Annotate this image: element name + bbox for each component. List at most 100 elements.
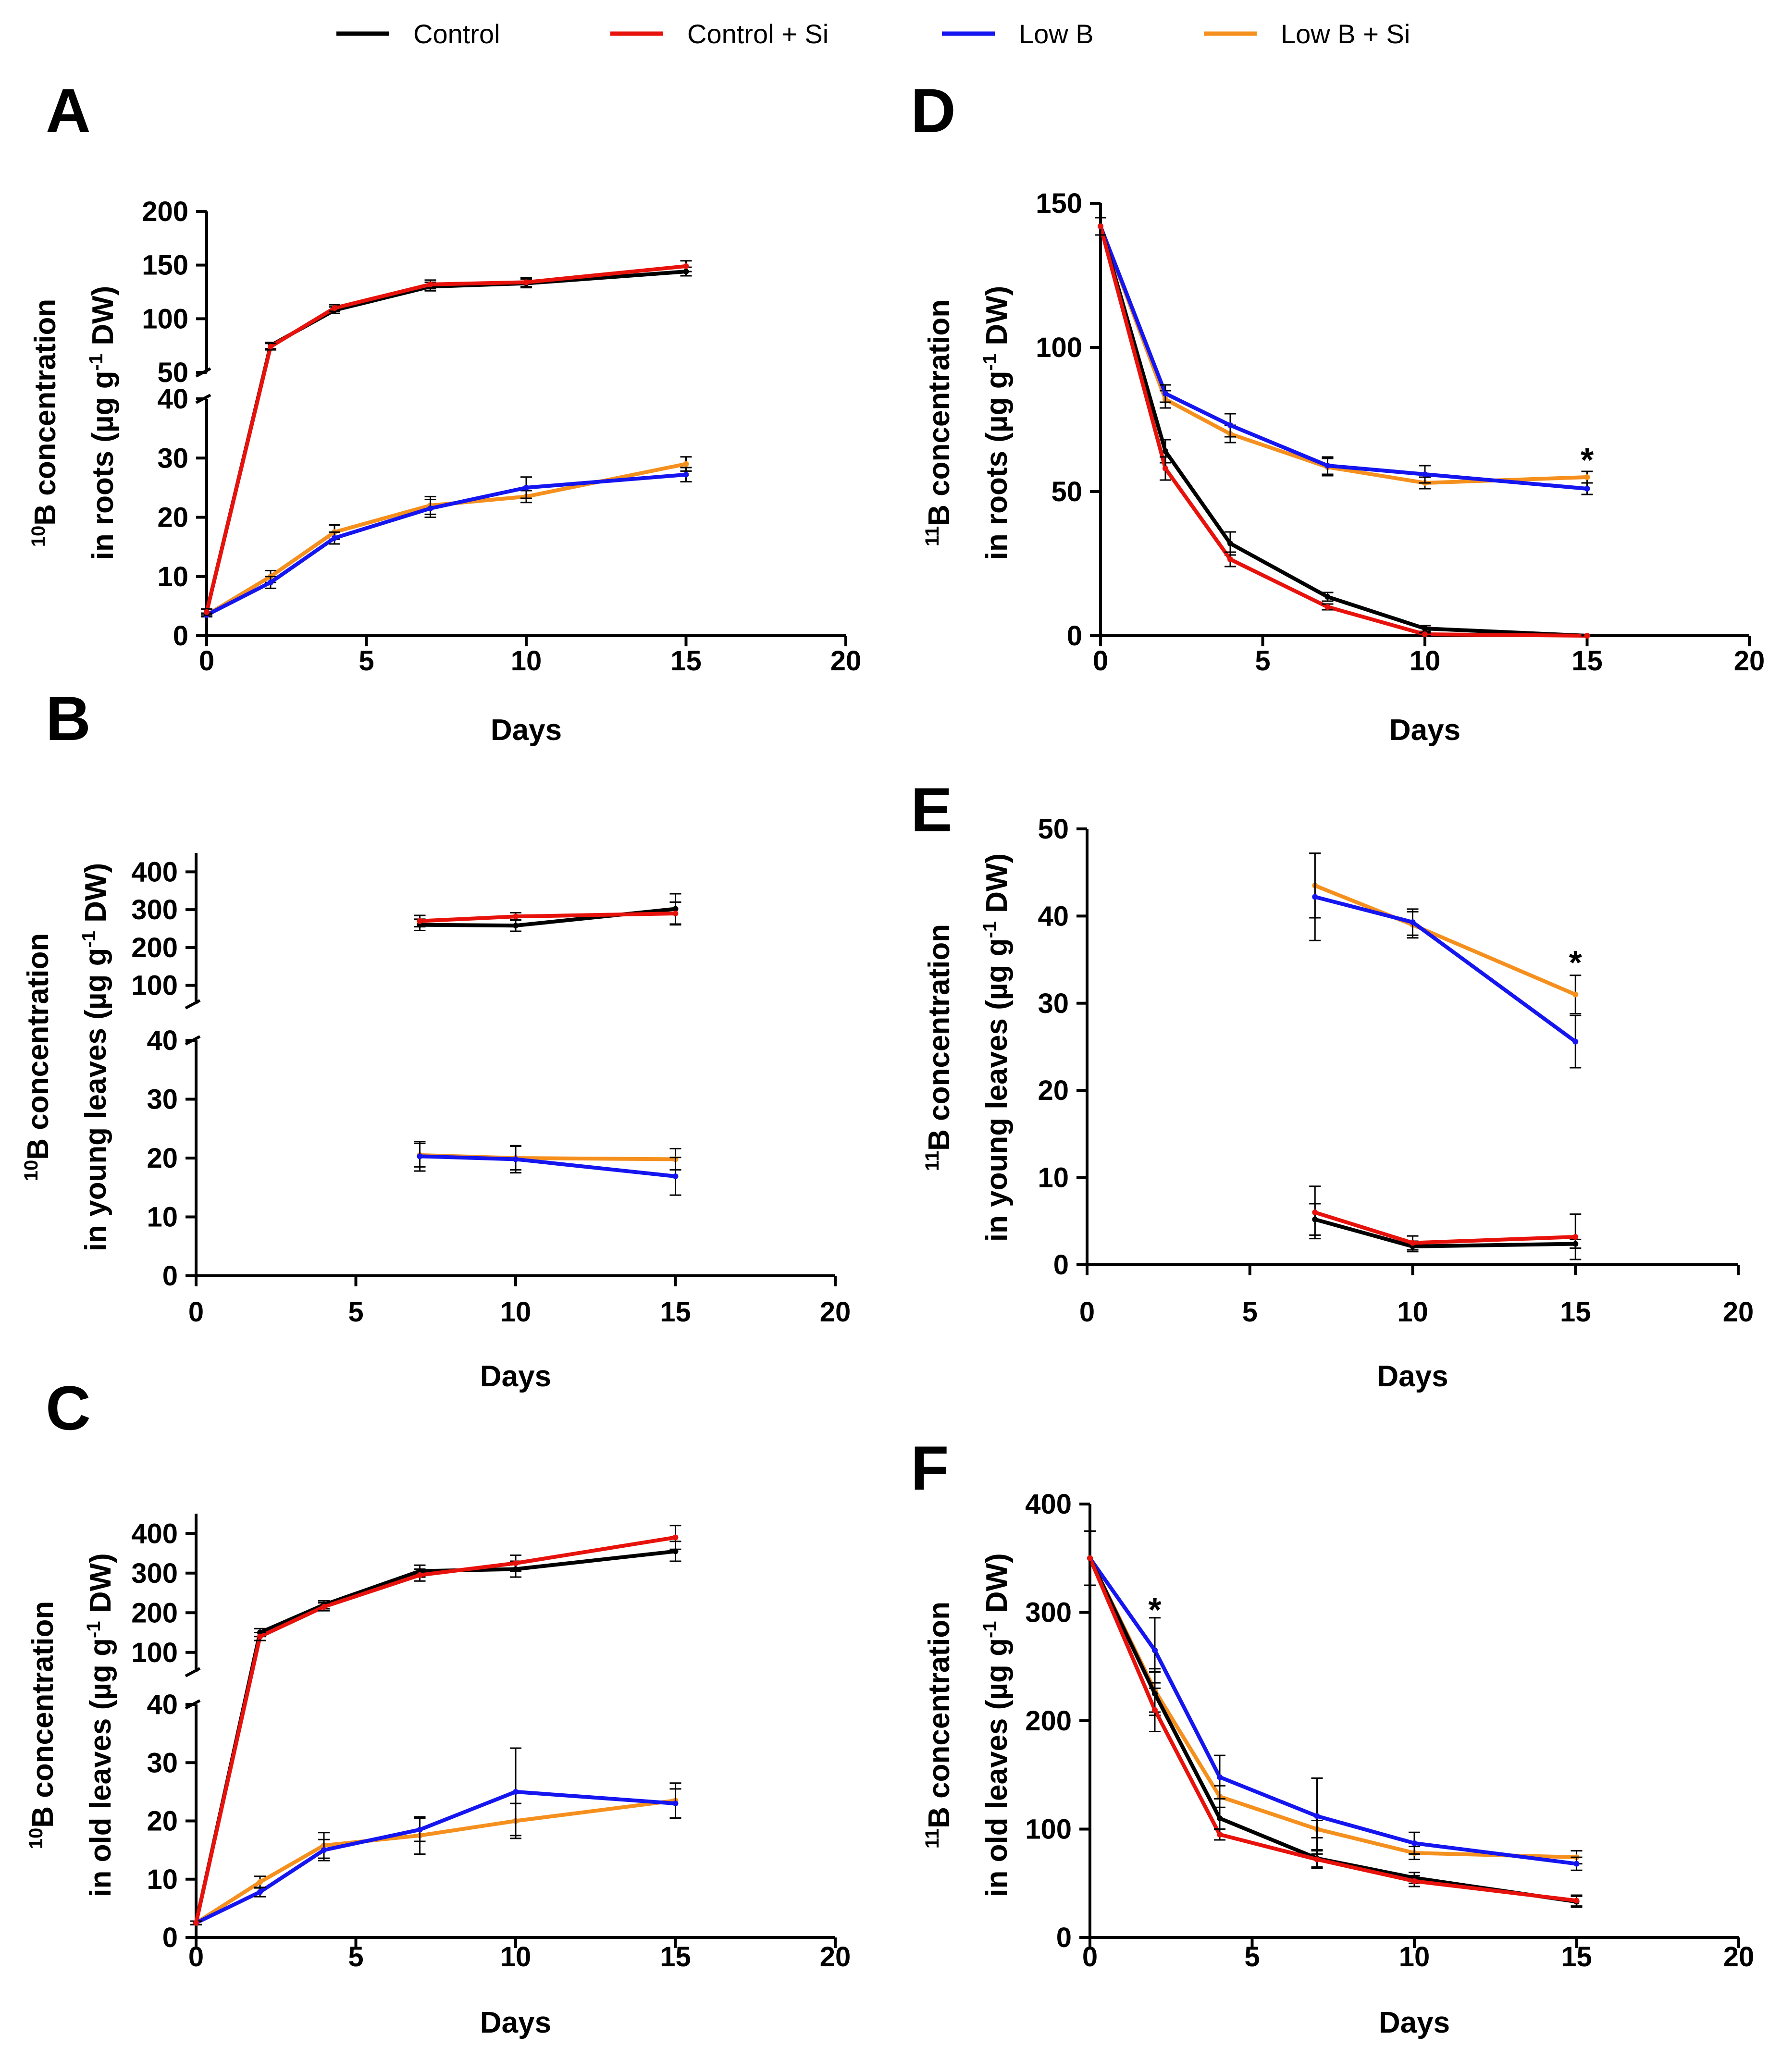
legend: Control Control + Si Low B Low B + Si	[336, 19, 1410, 49]
y-axis-title-line2-D: in roots (µg g-1 DW)	[979, 286, 1014, 560]
series-line	[206, 472, 686, 617]
y-title-superscript-E: 11	[922, 1151, 943, 1171]
y-title-line2-text-C: in old leaves (µg g	[84, 1638, 117, 1897]
data-point	[427, 506, 433, 512]
series-line	[1099, 225, 1587, 638]
x-tick-label-E-1: 5	[1242, 1296, 1258, 1328]
x-tick-label-A-3: 15	[670, 645, 702, 677]
data-point	[1410, 919, 1416, 925]
data-point	[683, 263, 689, 269]
y-title-line2-tail-F: DW)	[980, 1553, 1014, 1621]
y-tick-label-A-upper-3: 200	[142, 196, 188, 227]
series-E-control-si	[1309, 1185, 1582, 1260]
data-point	[1217, 1831, 1223, 1838]
axis-break-upper-C	[185, 1667, 201, 1677]
x-tick-label-C-4: 20	[820, 1941, 851, 1973]
axis-break-lower-C	[185, 1699, 201, 1710]
series-D-control-si	[1095, 217, 1593, 639]
x-tick-label-C-3: 15	[660, 1941, 691, 1973]
data-point	[1584, 633, 1590, 639]
significance-star-F-0: *	[1148, 1591, 1162, 1628]
series-E-control	[1309, 1203, 1582, 1253]
panel-E: E 0 5 10 15 20 Days 0 10 20 30 40 50 11B concentratio…	[911, 775, 1754, 1393]
y-tick-label-B-upper-1: 200	[131, 932, 178, 963]
x-axis-title-A: Days	[491, 714, 562, 747]
series-A-control-si	[201, 260, 692, 616]
data-point	[1410, 1240, 1416, 1246]
panel-letter-D: D	[911, 75, 956, 146]
series-line	[1088, 1557, 1577, 1866]
data-point	[672, 1534, 679, 1541]
y-tick-label-C-upper-3: 400	[131, 1518, 178, 1549]
data-point	[683, 461, 689, 467]
y-axis-title-line2-E: in young leaves (µg g-1 DW)	[979, 853, 1014, 1242]
data-point	[1227, 422, 1233, 428]
series-A-control	[201, 266, 692, 616]
y-title-line2-text-D: in roots (µg g	[980, 370, 1014, 560]
data-point	[321, 1847, 327, 1853]
x-tick-label-B-1: 5	[348, 1296, 363, 1328]
x-tick-label-F-1: 5	[1244, 1941, 1260, 1973]
panel-letter-A: A	[46, 75, 91, 146]
series-B-control-si	[414, 901, 681, 928]
y-axis-title-line1-D: 11B concentration	[922, 299, 956, 546]
y-title-line2-sup-E: -1	[979, 921, 1001, 938]
data-point	[332, 535, 337, 541]
panel-F: F 0 5 10 15 20 Days 0 100 200 300 400 11B concentrat…	[911, 1433, 1754, 2039]
y-tick-label-C-lower-0: 0	[162, 1922, 178, 1953]
data-point	[1152, 1707, 1158, 1713]
data-point	[1572, 991, 1579, 998]
x-tick-label-B-2: 10	[500, 1296, 532, 1328]
data-point	[417, 1826, 423, 1833]
data-point	[1314, 1813, 1320, 1819]
data-point	[1411, 1878, 1417, 1884]
x-tick-label-D-0: 0	[1093, 645, 1108, 677]
y-tick-label-F-0: 0	[1056, 1922, 1072, 1953]
data-point	[513, 1156, 519, 1162]
y-tick-label-F-2: 200	[1025, 1705, 1072, 1737]
data-point	[257, 1889, 263, 1895]
series-B-low-b	[414, 1141, 681, 1196]
y-title-line2-text-E: in young leaves (µg g	[980, 938, 1014, 1242]
y-title-line2-tail-D: DW)	[980, 286, 1014, 354]
series-line	[195, 1799, 676, 1925]
y-title-superscript-B: 10	[21, 1160, 42, 1182]
y-tick-label-B-upper-3: 400	[131, 856, 178, 888]
y-title-line2-text-B: in young leaves (µg g	[79, 948, 112, 1252]
data-point	[513, 1560, 519, 1566]
y-tick-label-C-lower-4: 40	[147, 1689, 178, 1720]
x-axis-title-D: Days	[1389, 714, 1460, 747]
data-point	[1422, 626, 1428, 631]
y-title-superscript-A: 10	[28, 526, 49, 547]
y-title-line2-sup-B: -1	[78, 931, 99, 948]
y-tick-label-D-3: 150	[1036, 188, 1082, 219]
data-point	[1098, 223, 1103, 229]
x-tick-label-E-0: 0	[1079, 1296, 1095, 1328]
panel-letter-E: E	[911, 775, 953, 845]
series-line	[195, 1789, 676, 1925]
series-C-low-b	[190, 1747, 681, 1926]
x-tick-label-E-3: 15	[1560, 1296, 1591, 1328]
series-A-low-b	[201, 467, 692, 618]
series-line	[194, 1535, 676, 1924]
y-title-line2-tail-A: DW)	[87, 286, 120, 354]
series-F-control-si	[1084, 1530, 1583, 1907]
y-title-line2-sup-D: -1	[979, 354, 1001, 371]
data-point	[1314, 1856, 1320, 1862]
x-tick-label-E-2: 10	[1397, 1296, 1428, 1328]
y-title-line2-tail-B: DW)	[79, 863, 112, 931]
data-point	[523, 484, 529, 491]
panel-letter-B: B	[46, 683, 91, 753]
y-tick-label-B-upper-0: 100	[131, 970, 178, 1001]
data-point	[1584, 486, 1590, 492]
data-point	[1227, 556, 1233, 562]
y-tick-label-D-1: 50	[1051, 476, 1082, 507]
series-C-low-b-si	[190, 1782, 681, 1926]
series-line	[205, 264, 686, 613]
data-point	[1572, 1038, 1579, 1045]
y-title-text-A: B concentration	[29, 299, 62, 526]
x-tick-label-B-3: 15	[660, 1296, 691, 1328]
